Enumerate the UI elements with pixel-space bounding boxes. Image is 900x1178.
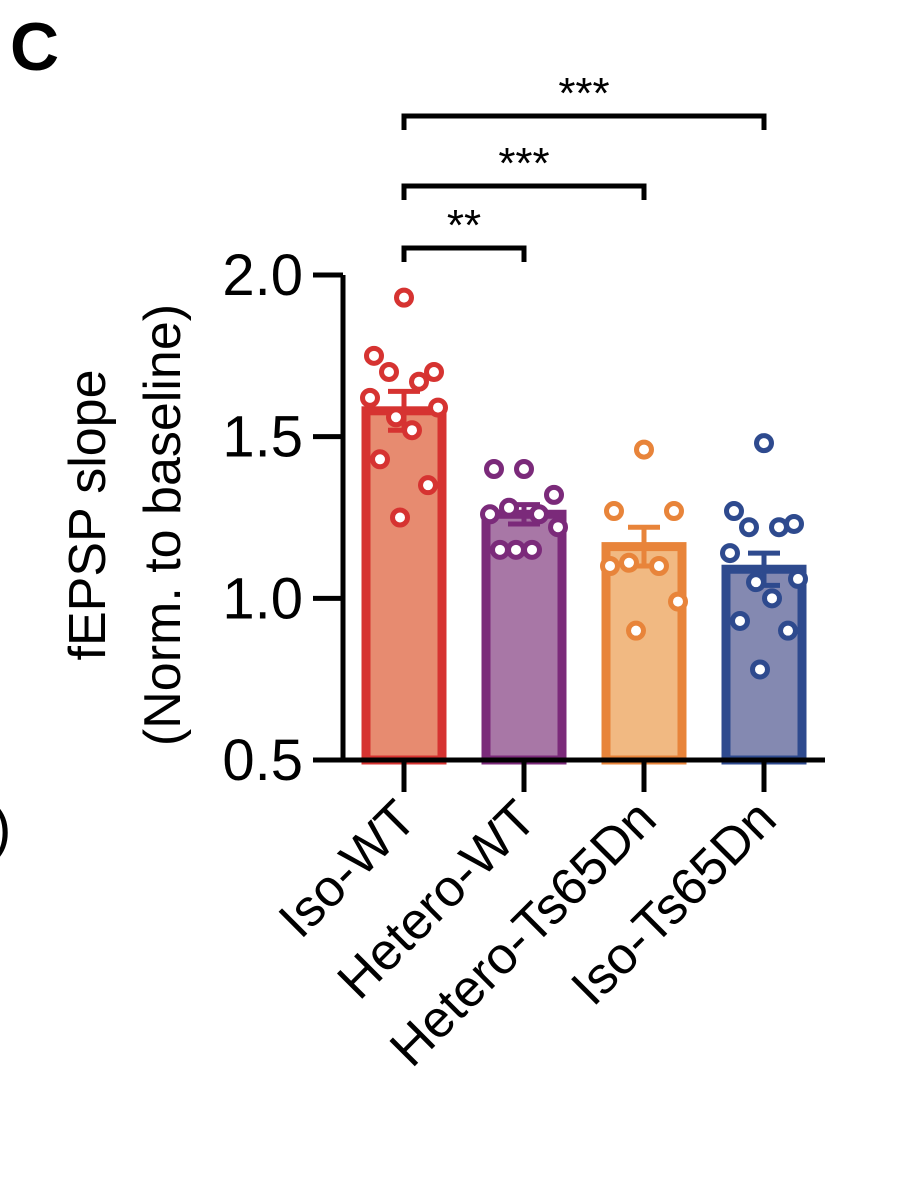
data-point-Hetero-WT [529,504,549,525]
data-point-Hetero-Ts65Dn [600,556,620,576]
bar-Hetero-Ts65Dn [601,542,687,765]
y-axis-label-line2: (Norm. to baseline) [134,304,192,746]
data-point-Hetero-Ts65Dn [668,591,688,612]
y-tick-label: 1.5 [222,405,303,470]
data-point-Iso-WT [402,420,422,441]
data-point-Iso-WT [386,407,406,428]
data-point-Iso-Ts65Dn [778,620,798,641]
data-point-Iso-WT [379,362,399,382]
data-point-Iso-WT [428,397,448,418]
data-point-Hetero-WT [490,539,510,560]
data-point-Iso-Ts65Dn [720,543,740,564]
significance-label: *** [498,139,549,188]
significance-bracket [401,183,647,200]
data-point-Hetero-Ts65Dn [626,620,646,641]
y-tick-label: 2.0 [222,243,303,308]
data-point-Iso-Ts65Dn [730,610,750,631]
data-point-Hetero-WT [514,459,534,479]
data-point-Hetero-WT [484,459,504,479]
data-point-Iso-WT [424,362,444,382]
y-tick-label: 0.5 [222,728,303,793]
y-tick-label: 1.0 [222,566,303,631]
significance-label: *** [558,69,609,118]
data-point-Iso-Ts65Dn [769,517,789,538]
significance-label: ** [447,201,481,250]
significance-bracket [401,113,767,130]
data-point-Iso-WT [364,345,384,366]
data-point-Hetero-Ts65Dn [649,556,669,576]
data-point-Hetero-WT [544,484,564,505]
data-point-Hetero-Ts65Dn [619,552,639,573]
data-point-Iso-WT [418,475,438,496]
data-point-Iso-Ts65Dn [762,588,782,609]
data-point-Hetero-WT [548,517,568,538]
data-point-Hetero-Ts65Dn [664,501,684,522]
data-point-Iso-WT [390,507,410,528]
data-point-Hetero-WT [499,497,519,518]
data-point-Hetero-Ts65Dn [634,439,654,460]
data-point-Hetero-WT [506,539,526,560]
plot-area: 0.51.01.52.0Iso-WTHetero-WTHetero-Ts65Dn… [222,69,825,1078]
data-point-Iso-Ts65Dn [739,517,759,538]
data-point-Hetero-WT [480,504,500,525]
y-axis-label-line1: fEPSP slope [59,369,117,660]
data-point-Iso-Ts65Dn [746,572,766,593]
data-point-Hetero-Ts65Dn [604,501,624,522]
data-point-Iso-WT [409,371,429,392]
data-point-Iso-Ts65Dn [750,659,770,680]
data-point-Iso-WT [394,287,414,308]
data-point-Hetero-WT [522,539,542,560]
data-point-Iso-Ts65Dn [754,433,774,454]
panel-label: C [10,9,59,85]
data-point-Iso-WT [370,449,390,470]
data-point-Iso-Ts65Dn [724,501,744,522]
significance-bracket [401,245,527,262]
data-point-Iso-Ts65Dn [788,568,808,589]
edge-fragment: ) [0,796,11,861]
data-point-Iso-WT [360,387,380,408]
